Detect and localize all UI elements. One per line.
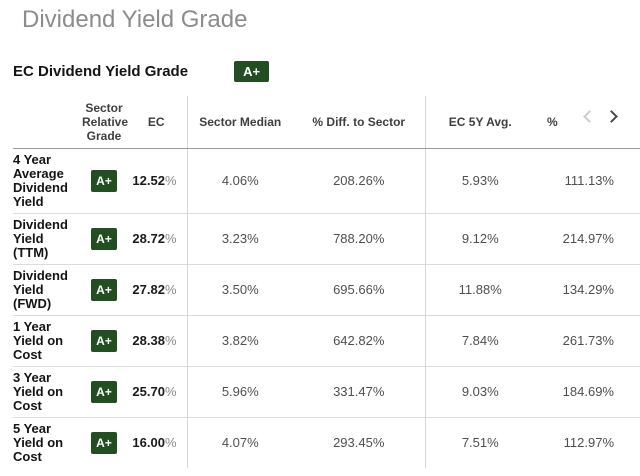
- grade-badge: A+: [91, 431, 117, 454]
- percent-sign: %: [164, 230, 177, 246]
- ec-value: 12.52%: [132, 172, 177, 188]
- column-header-sector-relative-grade: Sector Relative Grade: [82, 96, 128, 149]
- section-title: EC Dividend Yield Grade: [13, 62, 189, 80]
- row-label: 1 Year Yield on Cost: [13, 314, 82, 366]
- percent-sign: %: [164, 172, 177, 188]
- ec-5y-avg-value: 11.88%: [424, 263, 535, 315]
- column-header-pct-diff-5y: %: [535, 96, 640, 149]
- diff-to-sector-value: 208.26%: [333, 172, 385, 188]
- sector-median-value: 3.23%: [186, 212, 293, 264]
- ec-5y-avg-value: 9.12%: [424, 212, 535, 264]
- table-row: 3 Year Yield on Cost A+ 25.70% 5.96% 331…: [13, 365, 640, 417]
- ec-5y-avg-value: 7.84%: [424, 314, 535, 366]
- column-header-sector-median: Sector Median: [186, 96, 293, 149]
- ec-value: 16.00%: [126, 416, 187, 468]
- table-row: Dividend Yield (TTM) A+ 28.72% 3.23% 788…: [13, 212, 640, 264]
- table-row: 4 Year Average Dividend Yield A+ 12.52% …: [13, 148, 640, 213]
- diff-to-sector-value: 642.82%: [293, 314, 425, 366]
- percent-sign: %: [164, 383, 177, 399]
- pct-diff-5y-value: 184.69%: [535, 365, 640, 417]
- pct-diff-5y-value: 261.73%: [535, 314, 640, 366]
- ec-value: 27.82%: [126, 263, 187, 315]
- ec-value: 28.38%: [126, 314, 187, 366]
- column-header-blank: [13, 96, 82, 149]
- ec-5y-avg-value: 9.03%: [424, 365, 535, 417]
- pct-diff-5y-value: 111.13%: [564, 172, 614, 188]
- column-header-ec: EC: [126, 96, 187, 149]
- grade-badge: A+: [91, 227, 117, 250]
- sector-median-value: 3.82%: [186, 314, 293, 366]
- ec-5y-avg-value: 7.51%: [424, 416, 535, 468]
- ec-5y-avg-value: 5.93%: [424, 148, 535, 213]
- section-header: EC Dividend Yield Grade A+: [13, 60, 640, 82]
- sector-median-value: 5.96%: [186, 365, 293, 417]
- diff-to-sector-value: 695.66%: [293, 263, 425, 315]
- percent-sign: %: [164, 281, 177, 297]
- pct-diff-5y-value: 134.29%: [535, 263, 640, 315]
- table-row: 5 Year Yield on Cost A+ 16.00% 4.07% 293…: [13, 416, 640, 468]
- pct-diff-5y-value: 214.97%: [535, 212, 640, 264]
- dividend-yield-grades-table: Sector Relative Grade EC Sector Median %…: [13, 96, 640, 468]
- diff-to-sector-value: 331.47%: [293, 365, 425, 417]
- grade-badge: A+: [91, 278, 117, 301]
- table-row: Dividend Yield (FWD) A+ 27.82% 3.50% 695…: [13, 263, 640, 315]
- row-label: 3 Year Yield on Cost: [13, 365, 82, 417]
- row-label: 5 Year Yield on Cost: [13, 416, 82, 468]
- column-header-pct-diff-to-sector: % Diff. to Sector: [293, 96, 425, 149]
- diff-to-sector-value: 293.45%: [293, 416, 425, 468]
- row-label: Dividend Yield (FWD): [13, 263, 82, 315]
- sector-median-value: 4.06%: [186, 148, 293, 213]
- table-header-row: Sector Relative Grade EC Sector Median %…: [13, 96, 640, 149]
- sector-median-value: 3.50%: [186, 263, 293, 315]
- pct-diff-5y-value: 112.97%: [535, 416, 640, 468]
- ec-value: 25.70%: [126, 365, 187, 417]
- ec-value: 28.72%: [126, 212, 187, 264]
- diff-to-sector-value: 788.20%: [293, 212, 425, 264]
- row-label: Dividend Yield (TTM): [13, 212, 82, 264]
- percent-sign: %: [164, 434, 177, 450]
- percent-sign: %: [164, 332, 177, 348]
- grade-badge: A+: [91, 380, 117, 403]
- grade-badge: A+: [91, 329, 117, 352]
- overall-grade-badge: A+: [234, 60, 270, 82]
- sector-median-value: 4.07%: [186, 416, 293, 468]
- table-row: 1 Year Yield on Cost A+ 28.38% 3.82% 642…: [13, 314, 640, 366]
- row-label: 4 Year Average Dividend Yield: [13, 151, 68, 209]
- grade-badge: A+: [91, 169, 117, 192]
- page-title: Dividend Yield Grade: [22, 6, 248, 33]
- column-header-ec-5y-avg: EC 5Y Avg.: [424, 96, 535, 149]
